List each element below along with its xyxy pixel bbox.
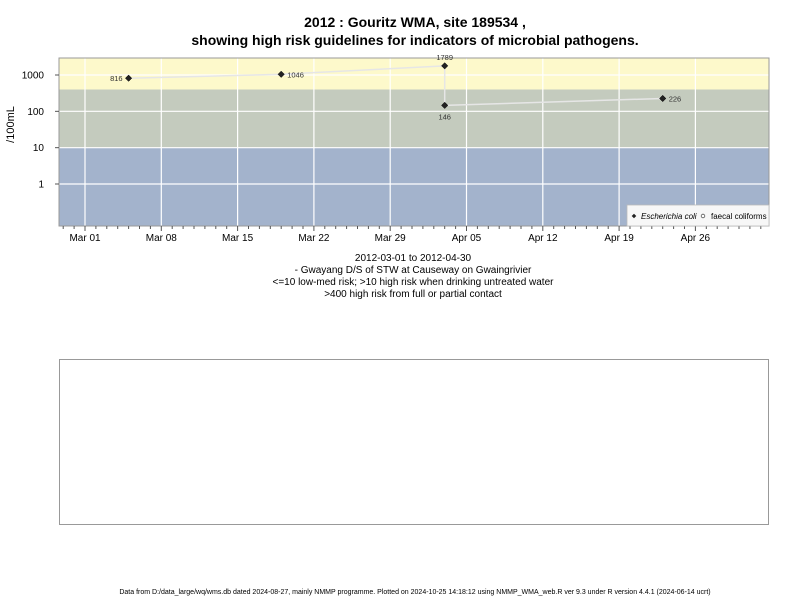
series-ecoli-segment (444, 97, 663, 107)
ecoli-point-0 (125, 74, 133, 82)
legend-ecoli-icon (631, 213, 637, 219)
ecoli-point-label-0: 816 (110, 74, 123, 83)
ecoli-point-2 (441, 62, 449, 70)
caption-risk-low: <=10 low-med risk; >10 high risk when dr… (272, 277, 554, 288)
chart-title-line-2: showing high risk guidelines for indicat… (191, 32, 639, 48)
y-axis-label: /100mL (5, 106, 17, 143)
legend-faecal-label: faecal coliforms (711, 212, 767, 221)
ecoli-point-1 (277, 70, 285, 78)
x-tick-label-3: Mar 22 (298, 233, 330, 244)
y-tick-label-1: 10 (33, 143, 45, 154)
x-tick-label-4: Mar 29 (375, 233, 407, 244)
empty-plot-panel (59, 359, 769, 525)
ecoli-point-4 (659, 94, 667, 103)
footer-note: Data from D:/data_large/wq/wms.db dated … (119, 589, 711, 596)
y-tick-label-2: 100 (27, 107, 44, 118)
series-ecoli-segment (128, 73, 282, 79)
ecoli-point-label-3: 146 (438, 112, 451, 121)
ecoli-point-label-1: 1046 (287, 70, 304, 79)
x-tick-label-5: Apr 05 (452, 233, 482, 244)
caption-date-range: 2012-03-01 to 2012-04-30 (354, 253, 472, 264)
series-ecoli-segment (281, 65, 445, 76)
chart-title-line-1: 2012 : Gouritz WMA, site 189534 , (304, 14, 526, 30)
y-tick-label-0: 1 (38, 180, 44, 191)
ecoli-point-3 (441, 101, 449, 109)
x-tick-label-0: Mar 01 (69, 233, 101, 244)
x-tick-label-6: Apr 12 (528, 233, 558, 244)
y-tick-label-3: 1000 (22, 71, 45, 82)
x-tick-label-1: Mar 08 (146, 233, 178, 244)
risk-band-2 (59, 58, 769, 90)
x-tick-label-8: Apr 26 (681, 233, 711, 244)
x-tick-label-2: Mar 15 (222, 233, 254, 244)
caption-risk-high: >400 high risk from full or partial cont… (324, 289, 502, 300)
caption-site: - Gwayang D/S of STW at Causeway on Gwai… (294, 265, 532, 276)
legend-ecoli-label: Escherichia coli (641, 212, 697, 221)
ecoli-point-label-4: 226 (669, 94, 682, 103)
legend-box (626, 204, 770, 227)
ecoli-point-label-2: 1789 (436, 53, 453, 62)
plot-border (58, 57, 770, 227)
x-tick-label-7: Apr 19 (604, 233, 634, 244)
legend-faecal-icon (700, 213, 706, 219)
